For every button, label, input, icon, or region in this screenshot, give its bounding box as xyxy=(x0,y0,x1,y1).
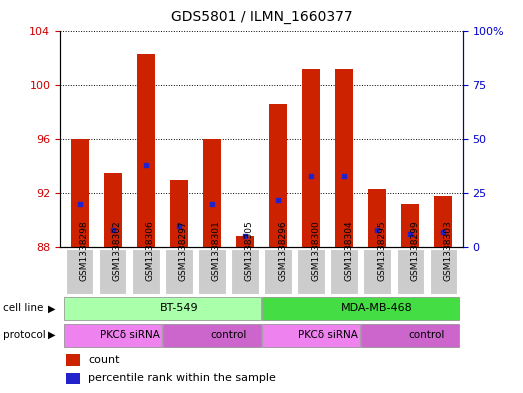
FancyBboxPatch shape xyxy=(165,249,192,294)
Text: ▶: ▶ xyxy=(48,303,55,313)
Text: GSM1338299: GSM1338299 xyxy=(410,220,419,281)
Point xyxy=(340,173,348,179)
Text: MDA-MB-468: MDA-MB-468 xyxy=(341,303,413,313)
Point xyxy=(208,201,216,207)
Point xyxy=(307,173,315,179)
Bar xyxy=(401,204,419,247)
Text: GSM1338305: GSM1338305 xyxy=(245,220,254,281)
FancyBboxPatch shape xyxy=(331,249,358,294)
Bar xyxy=(368,189,386,247)
Text: GDS5801 / ILMN_1660377: GDS5801 / ILMN_1660377 xyxy=(170,10,353,24)
Bar xyxy=(137,54,155,247)
FancyBboxPatch shape xyxy=(66,249,94,294)
Text: control: control xyxy=(210,330,247,340)
Text: GSM1338297: GSM1338297 xyxy=(179,220,188,281)
FancyBboxPatch shape xyxy=(132,249,160,294)
FancyBboxPatch shape xyxy=(64,297,261,320)
Bar xyxy=(66,373,80,384)
Text: GSM1338295: GSM1338295 xyxy=(377,220,386,281)
Text: PKCδ siRNA: PKCδ siRNA xyxy=(99,330,160,340)
FancyBboxPatch shape xyxy=(262,323,360,347)
Text: GSM1338300: GSM1338300 xyxy=(311,220,320,281)
FancyBboxPatch shape xyxy=(99,249,127,294)
FancyBboxPatch shape xyxy=(198,249,225,294)
FancyBboxPatch shape xyxy=(232,249,258,294)
Bar xyxy=(170,180,188,247)
FancyBboxPatch shape xyxy=(396,249,424,294)
Point xyxy=(406,231,414,237)
Point xyxy=(109,227,117,233)
FancyBboxPatch shape xyxy=(262,297,459,320)
Text: GSM1338296: GSM1338296 xyxy=(278,220,287,281)
FancyBboxPatch shape xyxy=(265,249,291,294)
FancyBboxPatch shape xyxy=(298,249,325,294)
Bar xyxy=(71,140,89,247)
Text: BT-549: BT-549 xyxy=(160,303,198,313)
Bar xyxy=(236,237,254,247)
Point xyxy=(274,196,282,203)
Text: count: count xyxy=(88,355,120,365)
Point xyxy=(439,229,447,235)
Text: GSM1338306: GSM1338306 xyxy=(146,220,155,281)
Text: PKCδ siRNA: PKCδ siRNA xyxy=(298,330,357,340)
Text: protocol: protocol xyxy=(3,330,46,340)
FancyBboxPatch shape xyxy=(163,323,261,347)
Text: GSM1338302: GSM1338302 xyxy=(113,220,122,281)
Point xyxy=(175,222,183,229)
Bar xyxy=(335,69,353,247)
Text: ▶: ▶ xyxy=(48,330,55,340)
Point xyxy=(142,162,150,168)
Point xyxy=(241,233,249,240)
Bar xyxy=(104,173,122,247)
Text: control: control xyxy=(408,330,445,340)
Bar xyxy=(269,104,287,247)
Text: GSM1338303: GSM1338303 xyxy=(443,220,452,281)
Text: GSM1338301: GSM1338301 xyxy=(212,220,221,281)
Bar xyxy=(302,69,320,247)
Bar xyxy=(434,196,452,247)
FancyBboxPatch shape xyxy=(361,323,459,347)
Point xyxy=(76,201,84,207)
FancyBboxPatch shape xyxy=(363,249,391,294)
Text: cell line: cell line xyxy=(3,303,43,313)
Bar xyxy=(66,354,80,366)
FancyBboxPatch shape xyxy=(64,323,162,347)
Text: GSM1338298: GSM1338298 xyxy=(80,220,89,281)
FancyBboxPatch shape xyxy=(429,249,457,294)
Text: GSM1338304: GSM1338304 xyxy=(344,220,353,281)
Bar xyxy=(203,140,221,247)
Text: percentile rank within the sample: percentile rank within the sample xyxy=(88,373,276,384)
Point xyxy=(373,227,381,233)
